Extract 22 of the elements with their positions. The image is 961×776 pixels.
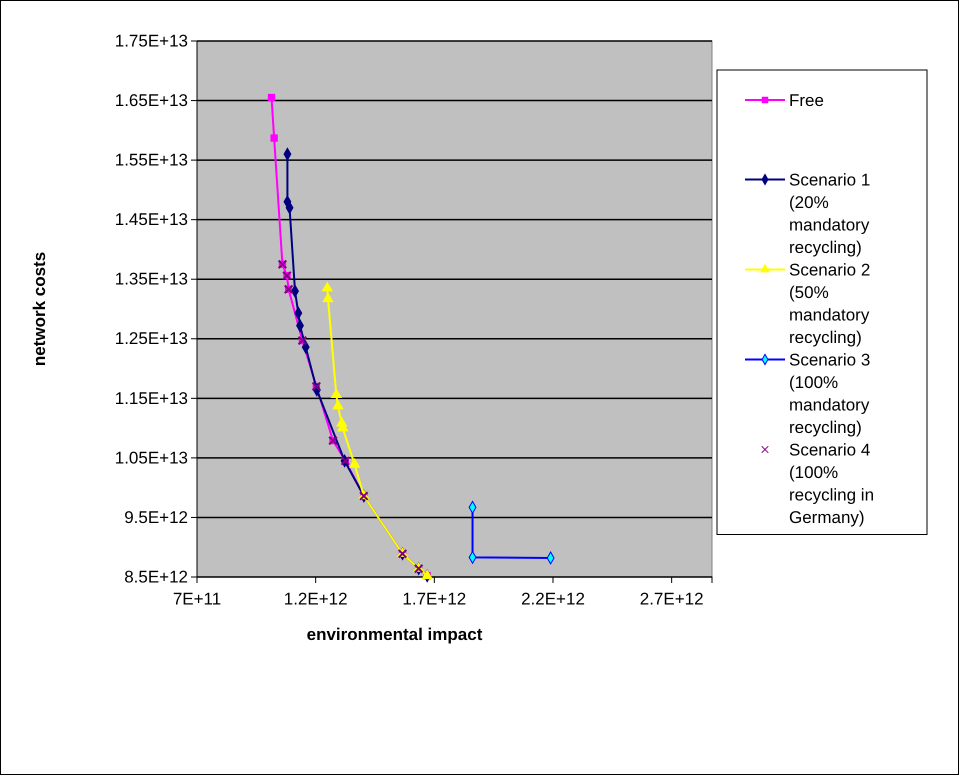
y-tick-label: 8.5E+12 (124, 567, 188, 586)
y-tick-label: 1.05E+13 (114, 448, 188, 468)
y-tick-label: 1.45E+13 (114, 210, 188, 230)
y-tick-label: 1.65E+13 (114, 90, 188, 110)
x-tick-label: 2.2E+12 (521, 590, 585, 609)
y-axis-title: network costs (30, 252, 49, 366)
x-tick-label: 1.2E+12 (284, 590, 348, 609)
x-tick-label: 2.7E+12 (640, 590, 704, 609)
y-tick-label: 1.35E+13 (114, 270, 188, 289)
x-tick-label: 7E+11 (172, 590, 222, 609)
legend-label: Scenario 1 (20% mandatory recycling) (789, 170, 870, 257)
y-tick-label: 1.15E+13 (114, 388, 188, 408)
legend-label: Scenario 3 (100% mandatory recycling) (789, 350, 870, 437)
x-axis-title: environmental impact (306, 625, 483, 644)
legend-label: Scenario 4 (100% recycling in Germany) (789, 440, 874, 527)
y-tick-label: 1.75E+13 (114, 31, 188, 50)
x-tick-label: 1.7E+12 (402, 590, 466, 609)
y-tick-label: 9.5E+12 (124, 508, 188, 527)
y-tick-label: 1.55E+13 (114, 150, 188, 170)
legend-label: Free (789, 91, 824, 110)
legend-label: Scenario 2 (50% mandatory recycling) (789, 260, 870, 347)
y-tick-label: 1.25E+13 (114, 329, 188, 348)
